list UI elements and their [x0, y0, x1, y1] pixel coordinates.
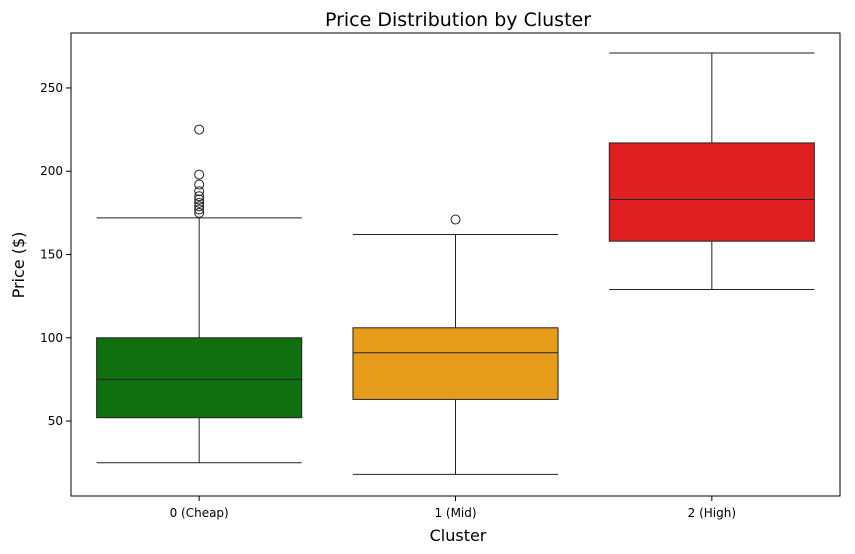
outlier-point — [194, 169, 205, 180]
plot-area: 50 100 150 200 250 0 (Cheap) 1 (Mid) 2 (High) — [40, 52, 815, 520]
plot-frame — [70, 32, 841, 497]
y-axis-label: Price ($) — [9, 232, 28, 299]
box-iqr — [352, 327, 559, 400]
y-tick-label: 250 — [40, 81, 63, 95]
box-iqr — [96, 337, 303, 419]
outlier-point — [450, 214, 461, 225]
outlier-point — [194, 124, 205, 135]
outlier-point — [194, 207, 205, 218]
box-iqr — [608, 142, 815, 242]
outlier-point — [194, 179, 205, 190]
x-tick-label: 0 (Cheap) — [170, 506, 229, 520]
y-tick-label: 100 — [40, 331, 63, 345]
outlier-point — [194, 186, 205, 197]
outlier-point — [194, 194, 205, 205]
x-axis-label: Cluster — [430, 526, 487, 545]
chart-title: Price Distribution by Cluster — [325, 9, 591, 31]
outlier-point — [194, 201, 205, 212]
y-tick-label: 200 — [40, 164, 63, 178]
y-tick-label: 150 — [40, 248, 63, 262]
x-tick-label: 1 (Mid) — [434, 506, 476, 520]
outlier-point — [194, 197, 205, 208]
outlier-point — [194, 204, 205, 215]
y-tick-label: 50 — [48, 414, 63, 428]
x-tick-label: 2 (High) — [688, 506, 736, 520]
outlier-point — [194, 191, 205, 202]
